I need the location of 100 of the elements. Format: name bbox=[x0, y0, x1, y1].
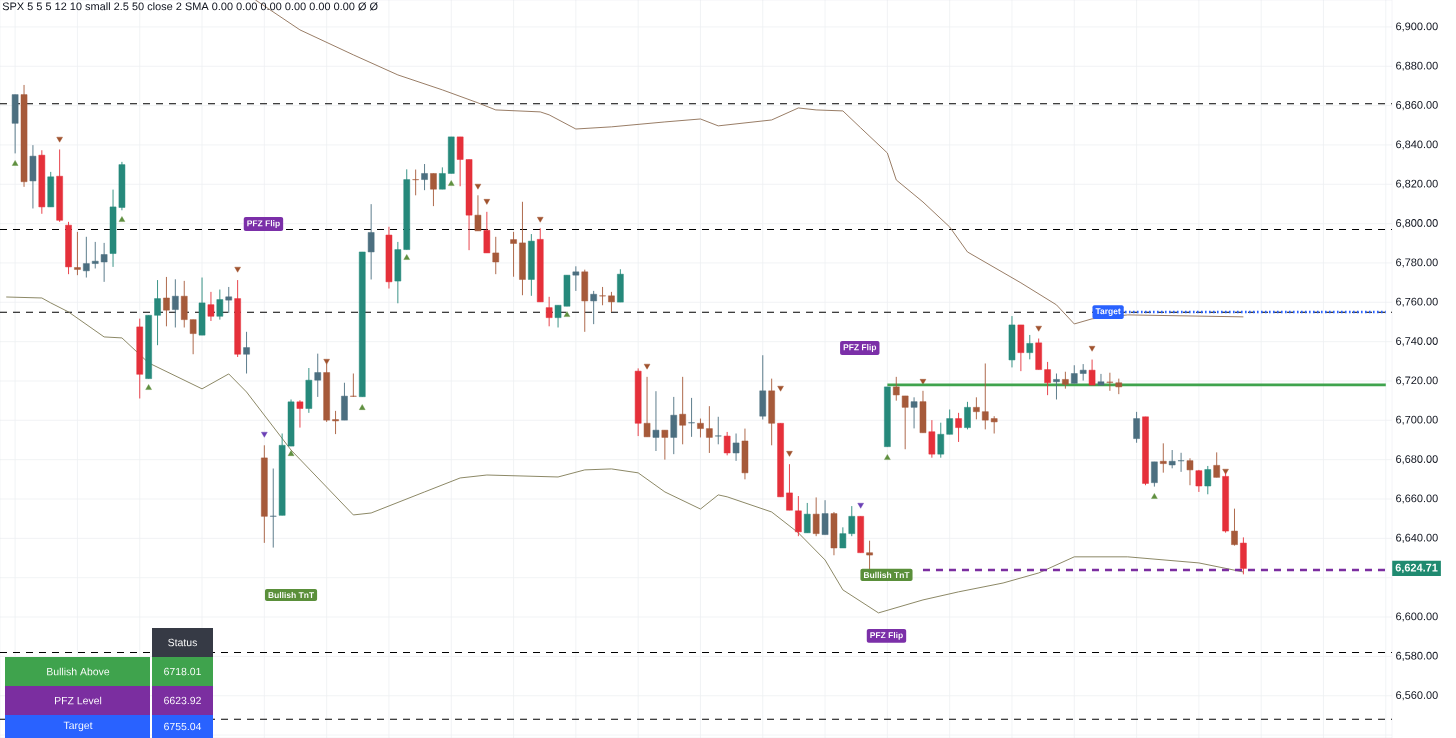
point bbox=[1151, 493, 1158, 499]
y-tick-label: 6,560.00 bbox=[1396, 691, 1438, 701]
candlestick bbox=[1151, 461, 1158, 488]
candlestick bbox=[732, 433, 740, 462]
candlestick bbox=[714, 416, 722, 445]
y-tick-label: 6,820.00 bbox=[1396, 179, 1438, 189]
point bbox=[1035, 325, 1042, 332]
y-tick-label: 6,700.00 bbox=[1396, 415, 1438, 425]
candlestick bbox=[412, 169, 419, 196]
candlestick bbox=[1026, 334, 1034, 360]
point bbox=[145, 384, 152, 390]
candlestick bbox=[973, 396, 980, 420]
candlestick bbox=[1133, 411, 1140, 444]
candlestick bbox=[866, 540, 873, 571]
candlestick bbox=[643, 376, 651, 438]
candlestick bbox=[163, 276, 170, 327]
candlestick bbox=[1231, 508, 1238, 547]
candlestick bbox=[172, 278, 179, 328]
y-tick-label: 6,660.00 bbox=[1396, 494, 1438, 504]
candlestick bbox=[964, 401, 971, 430]
candlestick bbox=[1088, 359, 1096, 386]
candlestick bbox=[697, 418, 704, 438]
candlestick bbox=[670, 396, 678, 455]
candlestick bbox=[590, 290, 597, 325]
line-series bbox=[5, 296, 1244, 614]
point bbox=[359, 404, 366, 410]
candlestick bbox=[430, 173, 437, 207]
candlestick bbox=[74, 231, 81, 276]
point bbox=[474, 183, 482, 190]
point bbox=[537, 217, 544, 223]
annotation: Bullish TnT bbox=[268, 591, 314, 599]
point bbox=[403, 254, 410, 260]
candlestick bbox=[225, 286, 233, 314]
candlestick bbox=[439, 166, 446, 190]
y-tick-label: 6,880.00 bbox=[1396, 61, 1438, 71]
candlestick bbox=[207, 291, 215, 322]
y-tick-label: 6,740.00 bbox=[1396, 337, 1438, 347]
y-tick-label: 6,760.00 bbox=[1396, 297, 1438, 307]
annotation: PFZ Flip bbox=[843, 343, 877, 352]
point bbox=[118, 216, 126, 222]
annotation: PFZ Flip bbox=[247, 220, 280, 228]
point bbox=[786, 451, 793, 457]
candlestick bbox=[269, 468, 277, 549]
point bbox=[777, 385, 784, 392]
point bbox=[287, 450, 295, 456]
candlestick bbox=[937, 422, 945, 459]
candlestick bbox=[955, 412, 962, 443]
point bbox=[323, 359, 330, 365]
y-tick-label: 6,860.00 bbox=[1396, 101, 1438, 111]
candlestick bbox=[341, 382, 348, 421]
candlestick bbox=[1044, 361, 1051, 396]
candlestick bbox=[572, 265, 580, 292]
candlestick bbox=[1053, 373, 1060, 400]
y-tick-label: 6,600.00 bbox=[1396, 612, 1438, 622]
point bbox=[261, 432, 268, 438]
point bbox=[919, 379, 927, 385]
candlestick bbox=[803, 502, 811, 534]
candlestick bbox=[1097, 373, 1105, 386]
candlestick bbox=[296, 399, 304, 429]
candlestick bbox=[474, 194, 482, 232]
candlestick bbox=[812, 496, 820, 537]
candlestick bbox=[795, 495, 802, 537]
candlestick bbox=[314, 353, 322, 398]
text: PFZ Level bbox=[55, 696, 102, 705]
y-tick-label: 6,720.00 bbox=[1396, 376, 1438, 386]
candlestick bbox=[1213, 451, 1220, 478]
candlestick bbox=[1160, 442, 1167, 474]
text: Bullish Above bbox=[47, 667, 110, 676]
candlestick bbox=[1204, 465, 1212, 495]
candlestick bbox=[510, 231, 517, 278]
annotation: 6718.01 bbox=[164, 667, 201, 676]
y-tick-label: 6,800.00 bbox=[1396, 219, 1438, 229]
candlestick bbox=[350, 373, 357, 398]
point bbox=[1088, 346, 1096, 352]
candlestick bbox=[332, 410, 339, 435]
candlestick bbox=[652, 390, 660, 452]
point bbox=[448, 180, 455, 186]
candlestick bbox=[928, 419, 936, 459]
y-tick-label: 6,580.00 bbox=[1396, 651, 1438, 661]
candlestick bbox=[821, 499, 829, 536]
point bbox=[234, 266, 241, 273]
y-tick-label: 6,680.00 bbox=[1396, 455, 1438, 465]
chart-title: SPX 5 5 5 12 10 small 2.5 50 close 2 SMA 0.00 0.00 0.00 0.00 0.00 0.00 Ø Ø bbox=[2, 2, 378, 11]
y-tick-label: 6,640.00 bbox=[1396, 533, 1438, 543]
candlestick bbox=[946, 409, 953, 435]
point bbox=[643, 363, 651, 370]
candlestick bbox=[421, 163, 428, 191]
candlestick bbox=[154, 279, 161, 346]
point bbox=[563, 311, 571, 317]
candlestick bbox=[83, 236, 90, 278]
candlestick bbox=[545, 296, 553, 327]
candlestick bbox=[679, 376, 686, 445]
text: 6,624.71 bbox=[1395, 563, 1438, 574]
candlestick bbox=[910, 396, 918, 429]
candlestick bbox=[599, 286, 606, 306]
point bbox=[884, 454, 891, 460]
annotation: 6623.92 bbox=[164, 696, 201, 705]
text: Target bbox=[63, 721, 93, 732]
point bbox=[1222, 468, 1229, 475]
candlestick bbox=[688, 397, 695, 438]
